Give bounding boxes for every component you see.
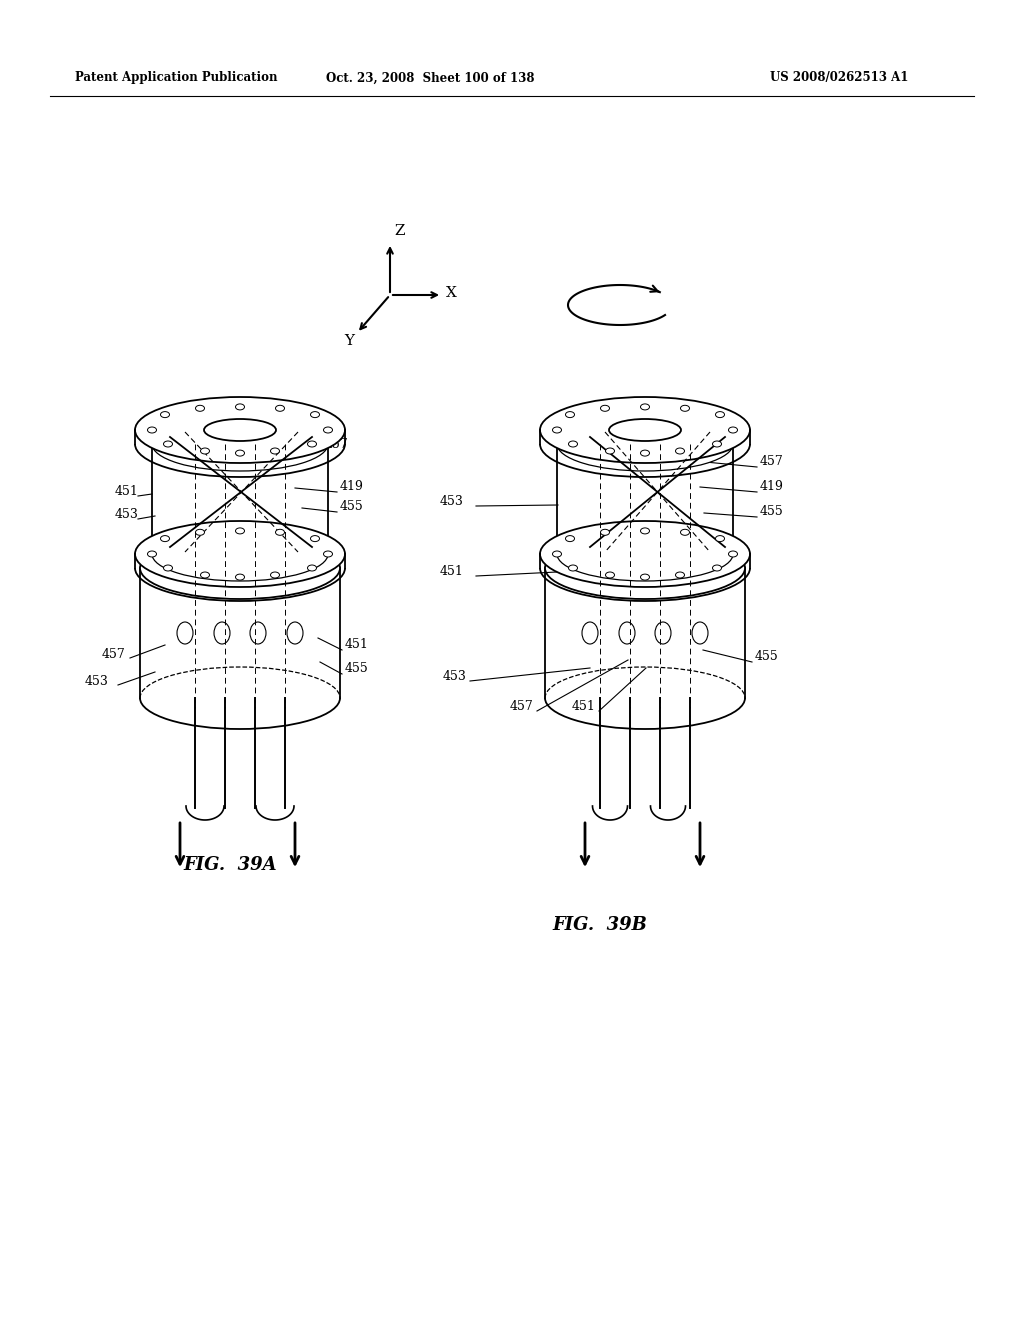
Ellipse shape [568,565,578,572]
Ellipse shape [681,529,689,536]
Ellipse shape [307,441,316,447]
Ellipse shape [545,537,745,599]
Text: 457: 457 [510,700,534,713]
Text: X: X [446,286,457,300]
Text: 453: 453 [85,675,109,688]
Ellipse shape [605,447,614,454]
Ellipse shape [236,574,245,579]
Ellipse shape [553,550,561,557]
Ellipse shape [692,622,708,644]
Ellipse shape [270,572,280,578]
Ellipse shape [270,447,280,454]
Ellipse shape [728,426,737,433]
Text: 457: 457 [102,648,126,661]
Ellipse shape [201,572,210,578]
Ellipse shape [236,528,245,533]
Ellipse shape [676,447,684,454]
Ellipse shape [640,528,649,533]
Ellipse shape [152,417,328,471]
Ellipse shape [201,447,210,454]
Text: 451: 451 [115,484,139,498]
Ellipse shape [640,404,649,411]
Ellipse shape [565,412,574,417]
Ellipse shape [161,536,170,541]
Ellipse shape [600,405,609,412]
Ellipse shape [196,529,205,536]
Ellipse shape [275,529,285,536]
Text: 453: 453 [443,671,467,682]
Ellipse shape [310,536,319,541]
Ellipse shape [618,622,635,644]
Ellipse shape [713,565,722,572]
Ellipse shape [324,550,333,557]
Text: 451: 451 [572,700,596,713]
Text: 455: 455 [755,649,778,663]
Ellipse shape [565,536,574,541]
Ellipse shape [196,405,205,412]
Ellipse shape [605,572,614,578]
Text: Y: Y [344,334,354,348]
Ellipse shape [147,426,157,433]
Ellipse shape [287,622,303,644]
Ellipse shape [161,412,170,417]
Text: Z: Z [394,224,404,238]
Text: 451: 451 [440,565,464,578]
Ellipse shape [236,404,245,411]
Ellipse shape [676,572,684,578]
Ellipse shape [310,412,319,417]
Ellipse shape [713,441,722,447]
Ellipse shape [600,529,609,536]
Ellipse shape [681,405,689,412]
Ellipse shape [716,536,725,541]
Text: 419: 419 [340,480,364,492]
Text: 419: 419 [760,480,784,492]
Text: 455: 455 [345,663,369,675]
Text: FIG.  39B: FIG. 39B [553,916,647,935]
Ellipse shape [307,565,316,572]
Ellipse shape [140,537,340,599]
Ellipse shape [147,550,157,557]
Ellipse shape [540,397,750,463]
Text: 453: 453 [115,508,139,521]
Ellipse shape [324,426,333,433]
Text: 455: 455 [340,500,364,513]
Ellipse shape [640,574,649,579]
Text: FIG.  39A: FIG. 39A [183,855,276,874]
Text: US 2008/0262513 A1: US 2008/0262513 A1 [770,71,908,84]
Ellipse shape [728,550,737,557]
Text: 457: 457 [325,438,349,451]
Ellipse shape [557,417,733,471]
Ellipse shape [135,397,345,463]
Ellipse shape [204,418,276,441]
Ellipse shape [135,521,345,587]
Ellipse shape [214,622,230,644]
Ellipse shape [568,441,578,447]
Text: 457: 457 [760,455,783,469]
Ellipse shape [582,622,598,644]
Ellipse shape [164,565,172,572]
Text: Oct. 23, 2008  Sheet 100 of 138: Oct. 23, 2008 Sheet 100 of 138 [326,71,535,84]
Ellipse shape [553,426,561,433]
Ellipse shape [640,450,649,457]
Ellipse shape [177,622,193,644]
Ellipse shape [609,418,681,441]
Text: Patent Application Publication: Patent Application Publication [75,71,278,84]
Text: 455: 455 [760,506,783,517]
Ellipse shape [275,405,285,412]
Ellipse shape [540,521,750,587]
Ellipse shape [236,450,245,457]
Ellipse shape [250,622,266,644]
Ellipse shape [164,441,172,447]
Ellipse shape [655,622,671,644]
Text: 451: 451 [345,638,369,651]
Text: 453: 453 [440,495,464,508]
Ellipse shape [716,412,725,417]
